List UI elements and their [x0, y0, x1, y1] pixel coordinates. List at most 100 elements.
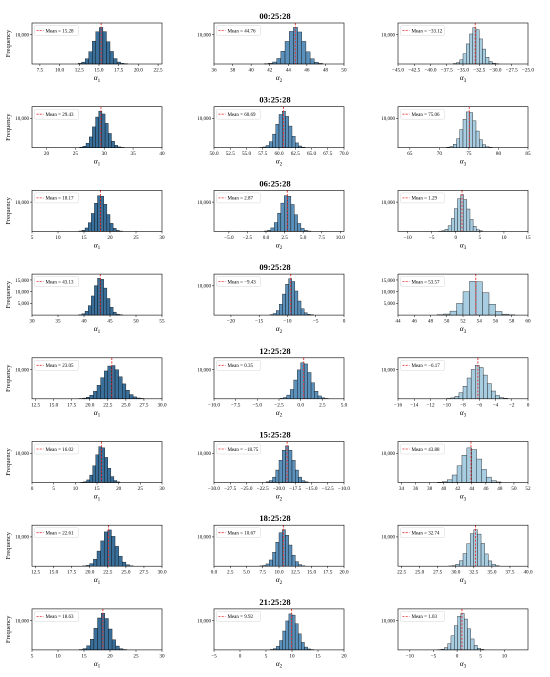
histogram-bar	[100, 279, 104, 316]
histogram-bar	[482, 292, 490, 316]
x-tick-label: 5	[52, 486, 55, 492]
plot-frame	[213, 190, 345, 232]
histogram-bar	[469, 281, 477, 316]
histogram-bar	[272, 476, 276, 483]
x-axis-label: α2	[276, 324, 283, 335]
x-tick-label: 0	[527, 402, 530, 408]
x-axis-label: α3	[460, 492, 467, 503]
x-tick-label: −12.5	[322, 486, 334, 492]
histogram-bar	[112, 228, 117, 232]
x-tick-label: 27.5	[139, 570, 148, 576]
histogram-panel: −5.0 −2.5 0.0 2.5 5.0 7.5 10.0 10,000 α2 Mean = 2…	[197, 190, 345, 251]
histogram-panel: −10 −5 0 5 10 10,000 α3 Mean = 1.03	[381, 608, 529, 670]
x-tick-label: 22.5	[103, 570, 112, 576]
y-tick-label: 10,000	[15, 34, 29, 39]
x-tick-label: 40	[441, 486, 447, 492]
x-tick-label: 46	[483, 486, 489, 492]
mean-legend: Mean = 16.02	[34, 443, 79, 455]
histogram-bar	[279, 640, 283, 651]
histogram-bar	[303, 363, 308, 399]
histogram-bar	[125, 390, 130, 399]
row-title: 15:25:28	[259, 430, 290, 440]
x-tick-label: 15	[525, 235, 531, 241]
x-tick-label: 52.5	[226, 151, 235, 157]
y-tick-label: 10,000	[197, 536, 211, 541]
histogram-bar	[483, 374, 488, 399]
x-axis-label: α2	[276, 408, 283, 419]
legend-box	[34, 443, 79, 455]
histogram-bar	[85, 58, 89, 65]
histogram-bar	[466, 43, 470, 65]
legend-label: Mean = −6.17	[412, 364, 441, 369]
histogram-bar	[118, 376, 123, 399]
legend-box	[400, 443, 445, 455]
x-tick-label: 10.0	[336, 235, 345, 241]
x-tick-label: 0	[31, 486, 34, 492]
x-tick-label: 5.0	[341, 402, 348, 408]
x-tick-label: 36	[211, 68, 217, 74]
histogram-bar	[462, 386, 468, 399]
histogram-bar	[476, 458, 482, 483]
legend-box	[400, 611, 445, 622]
histogram-bar	[97, 617, 102, 651]
histogram-bar	[470, 533, 475, 567]
histogram-bar	[111, 536, 116, 567]
legend-label: Mean = 15.28	[46, 29, 74, 34]
histogram-panel: 65 70 75 80 85 10,000 α3 Mean = 75.06	[381, 106, 531, 168]
y-tick-label: 10,000	[197, 285, 211, 290]
x-tick-label: 55	[159, 319, 165, 325]
histogram-bar	[444, 647, 448, 651]
histogram-bar	[475, 365, 480, 399]
legend-box	[216, 360, 261, 371]
histogram-bar	[485, 56, 490, 65]
x-tick-label: −17.5	[289, 486, 301, 492]
histogram-bar	[114, 369, 119, 399]
histogram-bar	[297, 223, 302, 232]
histogram-bar	[317, 395, 322, 399]
x-tick-label: −12	[426, 402, 435, 408]
histogram-bar	[472, 226, 477, 232]
x-tick-label: 25	[133, 235, 139, 241]
x-tick-label: 22.5	[103, 402, 112, 408]
x-tick-label: 42	[455, 486, 461, 492]
legend-box	[400, 192, 445, 204]
x-tick-label: −25.0	[522, 68, 534, 74]
legend-box	[216, 443, 261, 455]
histogram-bar	[111, 141, 115, 148]
histogram-bar	[101, 447, 105, 483]
histogram-bar	[87, 222, 92, 232]
legend-label: Mean = 43.13	[46, 280, 74, 285]
histogram-bar	[277, 213, 282, 232]
histogram-panel: −30.0 −27.5 −25.0 −22.5 −20.0 −17.5 −15.0 −12.5…	[197, 441, 350, 502]
histogram-bar	[122, 561, 127, 567]
histogram-bar	[293, 379, 298, 399]
histogram-panel: 12.5 15.0 17.5 20.0 22.5 25.0 27.5 30.0 10,000 α1…	[5, 357, 167, 419]
x-tick-label: −15	[255, 319, 264, 325]
x-tick-label: 70	[437, 151, 443, 157]
row-title: 03:25:28	[259, 95, 290, 105]
y-tick-label: 10,000	[197, 368, 211, 373]
histogram-bar	[110, 476, 115, 483]
histogram-bar	[291, 614, 296, 651]
plot-frame	[397, 190, 529, 232]
x-tick-label: 20	[116, 486, 122, 492]
y-tick-label: 10,000	[15, 201, 29, 206]
histogram-bar	[458, 392, 464, 399]
histogram-bar	[100, 195, 104, 232]
x-tick-label: 20	[341, 653, 347, 659]
histogram-panel: −5 0 5 10 15 20 10,000 α2 Mean = 9.92	[197, 608, 347, 670]
histogram-bar	[91, 295, 95, 316]
x-tick-label: 25.0	[121, 570, 130, 576]
histogram-bar	[288, 125, 293, 148]
histogram-bar	[102, 31, 107, 65]
x-tick-label: 7.5	[260, 570, 267, 576]
x-tick-label: 50	[133, 319, 139, 325]
histogram-bar	[275, 123, 280, 148]
histogram-bar	[104, 531, 109, 567]
histogram-bar	[470, 638, 475, 651]
histogram-bar	[89, 394, 94, 399]
histogram-bar	[93, 391, 98, 399]
histogram-bar	[460, 613, 465, 651]
x-tick-label: 50	[341, 68, 347, 74]
mean-legend: Mean = 43.13	[34, 276, 79, 287]
